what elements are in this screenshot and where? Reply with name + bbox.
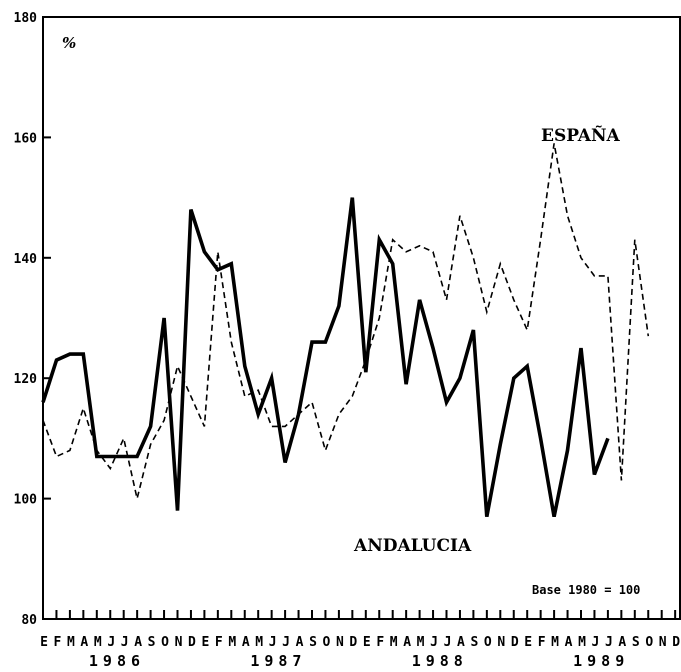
month-label: M [551,635,559,650]
series-lines [43,143,648,516]
month-label: J [107,635,115,650]
month-label: M [67,635,75,650]
y-axis-ticks: 80 100 120 140 160 180 [14,11,51,628]
month-label: M [417,635,425,650]
month-label: A [565,635,573,650]
month-label: D [511,635,519,650]
month-label: O [323,635,331,650]
month-label: M [578,635,586,650]
month-label: D [349,635,357,650]
month-label: S [309,635,317,650]
series-label-andalucia: ANDALUCIA [353,536,472,556]
month-label: E [201,635,209,650]
month-label: A [134,635,142,650]
month-label: E [40,635,48,650]
month-label: A [242,635,250,650]
month-label: A [296,635,304,650]
month-label: J [269,635,277,650]
month-label: J [444,635,452,650]
series-label-espana: ESPAÑA [541,124,621,146]
y-tick-label: 120 [14,372,38,387]
y-tick-label: 160 [14,131,38,146]
y-tick-label: 80 [21,613,37,628]
month-label: M [390,635,398,650]
year-label-1986: 1986 [89,652,145,670]
month-label: N [659,635,667,650]
month-label: J [605,635,613,650]
month-label: O [161,635,169,650]
month-label: J [282,635,290,650]
month-label: S [632,635,640,650]
base-note: Base 1980 = 100 [532,583,640,597]
month-label: O [645,635,653,650]
month-label: N [175,635,183,650]
month-label: M [255,635,263,650]
month-label: A [403,635,411,650]
month-label: N [497,635,505,650]
month-label: E [524,635,532,650]
month-label: D [188,635,196,650]
month-label: F [538,635,546,650]
month-label: E [363,635,371,650]
series-line-espana [43,143,648,498]
month-label: F [54,635,62,650]
y-tick-label: 100 [14,493,38,508]
series-line-andalucia [43,198,608,517]
y-tick-label: 140 [14,252,38,267]
month-label: F [215,635,223,650]
month-label: A [457,635,465,650]
month-label: A [618,635,626,650]
y-tick-label: 180 [14,11,38,26]
month-label: S [470,635,478,650]
month-label: D [672,635,680,650]
month-label: J [121,635,129,650]
month-label: M [228,635,236,650]
month-label: O [484,635,492,650]
month-label: M [94,635,102,650]
month-label: S [148,635,156,650]
year-label-1988: 1988 [412,652,468,670]
month-label: J [592,635,600,650]
month-label: A [80,635,88,650]
month-label: F [376,635,384,650]
year-label-1989: 1989 [573,652,629,670]
month-label: J [430,635,438,650]
year-label-1987: 1987 [250,652,306,670]
month-label: N [336,635,344,650]
unit-label: % [62,34,76,52]
